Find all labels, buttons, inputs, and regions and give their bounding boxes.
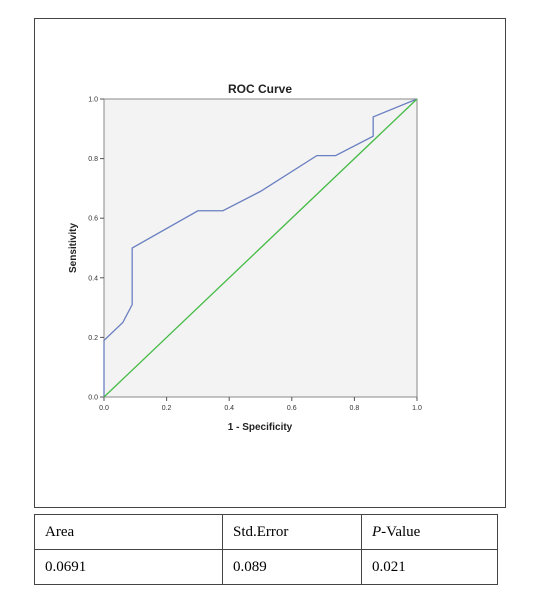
stats-value-row: 0.0691 0.089 0.021 bbox=[34, 549, 498, 585]
x-tick-label: 0.6 bbox=[287, 405, 297, 412]
stats-header-row: Area Std.Error P-Value bbox=[34, 514, 498, 550]
y-tick-label: 0.2 bbox=[88, 335, 98, 342]
x-tick-label: 1.0 bbox=[412, 405, 422, 412]
roc-chart: ROC Curve 1 - Specificity Sensitivity 0.… bbox=[68, 82, 422, 433]
y-axis-label: Sensitivity bbox=[68, 223, 79, 273]
chart-title: ROC Curve bbox=[228, 82, 292, 96]
y-tick-label: 0.6 bbox=[88, 216, 98, 223]
stats-table: Area Std.Error P-Value 0.0691 0.089 0.02… bbox=[34, 514, 498, 585]
y-tick-label: 0.4 bbox=[88, 275, 98, 282]
std-error-value: 0.089 bbox=[222, 549, 362, 585]
axis-ticks: 0.0 0.2 0.4 0.6 0.8 1.0 0.0 0.2 0.4 0.6 0.8 1.0 bbox=[88, 97, 422, 413]
y-tick-label: 0.8 bbox=[88, 156, 98, 163]
x-tick-label: 0.2 bbox=[162, 405, 172, 412]
area-value: 0.0691 bbox=[34, 549, 223, 585]
x-tick-label: 0.0 bbox=[99, 405, 109, 412]
p-value-value: 0.021 bbox=[361, 549, 498, 585]
p-value-header-suffix: -Value bbox=[381, 523, 421, 540]
area-header: Area bbox=[34, 514, 223, 550]
roc-curve-line bbox=[103, 98, 418, 397]
y-tick-label: 1.0 bbox=[88, 97, 98, 104]
p-value-header: P-Value bbox=[361, 514, 498, 550]
std-error-header: Std.Error bbox=[222, 514, 362, 550]
x-tick-label: 0.8 bbox=[350, 405, 360, 412]
series-layer bbox=[103, 98, 418, 398]
chart-frame: ROC Curve 1 - Specificity Sensitivity 0.… bbox=[34, 18, 506, 508]
p-value-header-letter: P bbox=[372, 523, 382, 540]
reference-line bbox=[103, 98, 418, 398]
x-tick-label: 0.4 bbox=[224, 405, 234, 412]
x-axis-label: 1 - Specificity bbox=[228, 422, 293, 433]
y-tick-label: 0.0 bbox=[88, 395, 98, 402]
